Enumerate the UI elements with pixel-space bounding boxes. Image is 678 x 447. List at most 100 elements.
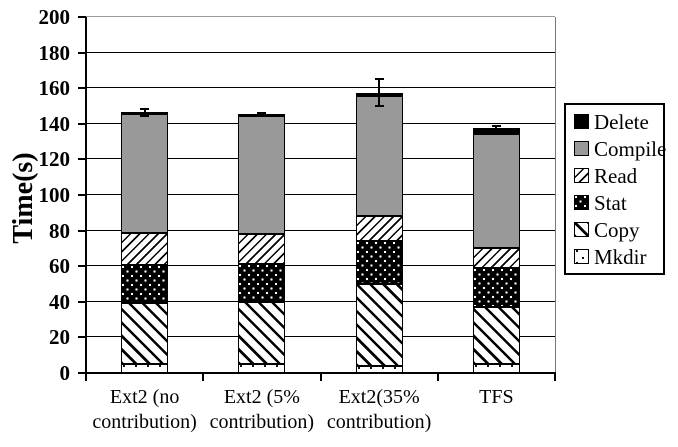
legend-item-copy: Copy [574, 219, 663, 241]
y-axis-tick-label: 100 [38, 183, 71, 207]
y-axis-tick [78, 16, 86, 18]
gridline-200 [86, 16, 555, 17]
bar-segment-mkdir [238, 364, 286, 373]
error-bar-top-cap [491, 125, 501, 128]
error-bar [491, 125, 501, 132]
y-axis-tick-label: 40 [49, 289, 70, 314]
legend-item-mkdir: Mkdir [574, 246, 663, 268]
legend-label: Stat [594, 190, 627, 215]
y-axis-tick-label: 180 [38, 40, 71, 65]
legend-label: Delete [594, 109, 649, 134]
bar-segment-read [472, 248, 520, 268]
error-bar [374, 78, 384, 107]
legend-label: Read [594, 163, 638, 188]
legend-item-stat: Stat [574, 192, 663, 214]
bar-segment-copy [121, 302, 169, 365]
error-bar-line [143, 107, 146, 117]
legend-swatch-delete-icon [574, 114, 589, 129]
legend-swatch-compile-icon [574, 141, 589, 156]
x-axis-category-label-line: contribution) [326, 411, 432, 433]
y-axis-tick [78, 158, 86, 161]
error-bar-top-cap [257, 111, 267, 114]
bar-segment-mkdir [121, 364, 169, 373]
legend-swatch-stat-icon [574, 195, 589, 210]
legend-swatch-copy-icon [574, 222, 589, 237]
bar-3 [355, 92, 403, 373]
x-axis-category-label-line: Ext2(35% [338, 386, 420, 408]
bar-segment-read [121, 233, 169, 266]
x-axis-category-label-line: contribution) [92, 411, 197, 433]
legend-label: Compile [594, 136, 667, 161]
bar-segment-compile [121, 113, 169, 234]
error-bar-line [495, 125, 498, 132]
error-bar [140, 107, 150, 117]
y-axis-tick-label: 0 [59, 361, 71, 385]
legend-item-compile: Compile [574, 136, 667, 161]
error-bar-top-cap [140, 107, 150, 110]
x-axis-tick [436, 373, 439, 381]
gridline-40 [86, 300, 555, 302]
error-bar-line [260, 111, 263, 117]
bar-segment-mkdir [355, 365, 403, 373]
x-axis-category-label: Ext2(35% contribution) [309, 385, 449, 435]
x-axis-tick [319, 373, 322, 381]
legend-label: Copy [594, 217, 640, 242]
error-bar-top-cap [374, 78, 384, 81]
y-axis-tick-label: 60 [49, 254, 70, 279]
y-axis-tick-label: 80 [49, 218, 70, 243]
bar-segment-copy [238, 301, 286, 365]
y-axis-tick [78, 300, 86, 303]
bar-segment-mkdir [472, 364, 520, 373]
y-axis-tick [78, 194, 86, 196]
error-bar-line [378, 78, 381, 107]
gridline-120 [86, 158, 555, 160]
bar-segment-compile [472, 133, 520, 249]
error-bar-bottom-cap [491, 129, 501, 132]
y-axis-tick [78, 229, 86, 232]
y-axis-tick [78, 372, 86, 374]
y-axis-tick [78, 87, 86, 90]
x-axis-category-label-line: TFS [479, 386, 514, 408]
bar-segment-compile [355, 96, 403, 217]
y-axis-tick-label: 120 [38, 147, 71, 172]
y-axis-tick-label: 160 [38, 76, 71, 101]
y-axis-tick [78, 122, 86, 125]
legend-box: Delete Compile Read Stat Copy Mkdir [564, 103, 667, 275]
gridline-160 [86, 87, 555, 89]
x-axis-category-label: Ext2 (no contribution) [75, 385, 215, 435]
y-axis-tick [78, 265, 86, 268]
error-bar [257, 111, 267, 117]
x-axis-tick [202, 373, 205, 381]
x-axis-category-label-line: Ext2 (5% [223, 386, 300, 408]
bar-segment-copy [472, 307, 520, 365]
x-axis-tick [554, 373, 556, 381]
y-axis-tick [78, 336, 86, 339]
bar-segment-compile [238, 115, 286, 235]
bar-segment-read [238, 234, 286, 265]
error-bar-bottom-cap [140, 114, 150, 117]
bar-segment-copy [355, 283, 403, 366]
legend-item-delete: Delete [574, 111, 663, 133]
x-axis-category-label: Ext2 (5% contribution) [192, 385, 332, 435]
legend-label: Mkdir [594, 244, 647, 269]
gridline-100 [86, 194, 555, 195]
bar-segment-stat [355, 241, 403, 284]
y-axis-tick [78, 51, 86, 54]
gridline-20 [86, 336, 555, 338]
y-axis-tick-label: 20 [49, 325, 70, 350]
gridline-80 [86, 229, 555, 231]
bar-segment-stat [121, 265, 169, 303]
gridline-60 [86, 265, 555, 267]
bar-2 [238, 114, 286, 373]
legend-swatch-mkdir-icon [574, 249, 589, 264]
error-bar-bottom-cap [257, 114, 267, 117]
gridline-140 [86, 122, 555, 124]
bar-1 [121, 112, 169, 373]
bar-segment-stat [238, 264, 286, 302]
x-axis-category-label-line: Ext2 (no [109, 386, 180, 408]
x-axis-tick [85, 373, 87, 381]
bar-segment-stat [472, 267, 520, 308]
x-axis-category-label: TFS [426, 385, 566, 410]
bar-4 [472, 128, 520, 373]
